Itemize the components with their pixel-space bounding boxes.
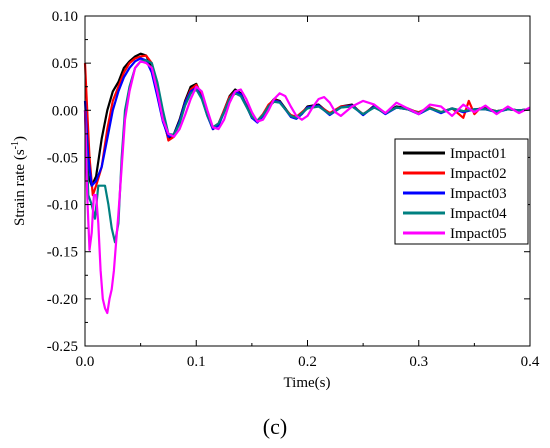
y-tick-label: -0.25 <box>47 339 78 355</box>
y-tick-label: -0.05 <box>47 150 78 166</box>
y-axis-title-main: Strain rate (s <box>12 149 28 226</box>
x-tick-label: 0.2 <box>298 354 317 370</box>
legend-label-impact03: Impact03 <box>450 186 507 202</box>
x-tick-label: 0.1 <box>187 354 206 370</box>
legend-label-impact05: Impact05 <box>450 226 507 242</box>
x-tick-label: 0.0 <box>76 354 95 370</box>
x-axis: 0.0 0.1 0.2 0.3 0.4 <box>76 16 540 370</box>
legend-label-impact01: Impact01 <box>450 146 507 162</box>
y-axis-title: Strain rate (s-1) <box>10 136 28 226</box>
y-axis-title-close: ) <box>12 136 28 141</box>
figure-caption: (c) <box>263 414 287 439</box>
y-axis: 0.10 0.05 0.00 -0.05 -0.10 -0.15 -0.20 -0.25 <box>47 9 530 355</box>
y-tick-label: -0.10 <box>47 198 78 214</box>
legend-label-impact04: Impact04 <box>450 206 507 222</box>
y-tick-label: -0.20 <box>47 292 78 308</box>
series-line-impact05 <box>83 60 531 315</box>
x-axis-title: Time(s) <box>284 375 331 391</box>
legend: Impact01 Impact02 Impact03 Impact04 Impact05 <box>394 138 529 245</box>
y-tick-label: -0.15 <box>47 245 78 261</box>
legend-label-impact02: Impact02 <box>450 166 507 182</box>
y-axis-title-sup: -1 <box>10 141 21 149</box>
y-tick-label: 0.10 <box>52 9 78 25</box>
y-tick-label: 0.00 <box>52 103 78 119</box>
series-layer <box>83 52 531 315</box>
x-tick-label: 0.4 <box>521 354 540 370</box>
x-tick-label: 0.3 <box>409 354 428 370</box>
y-tick-label: 0.05 <box>52 56 78 72</box>
